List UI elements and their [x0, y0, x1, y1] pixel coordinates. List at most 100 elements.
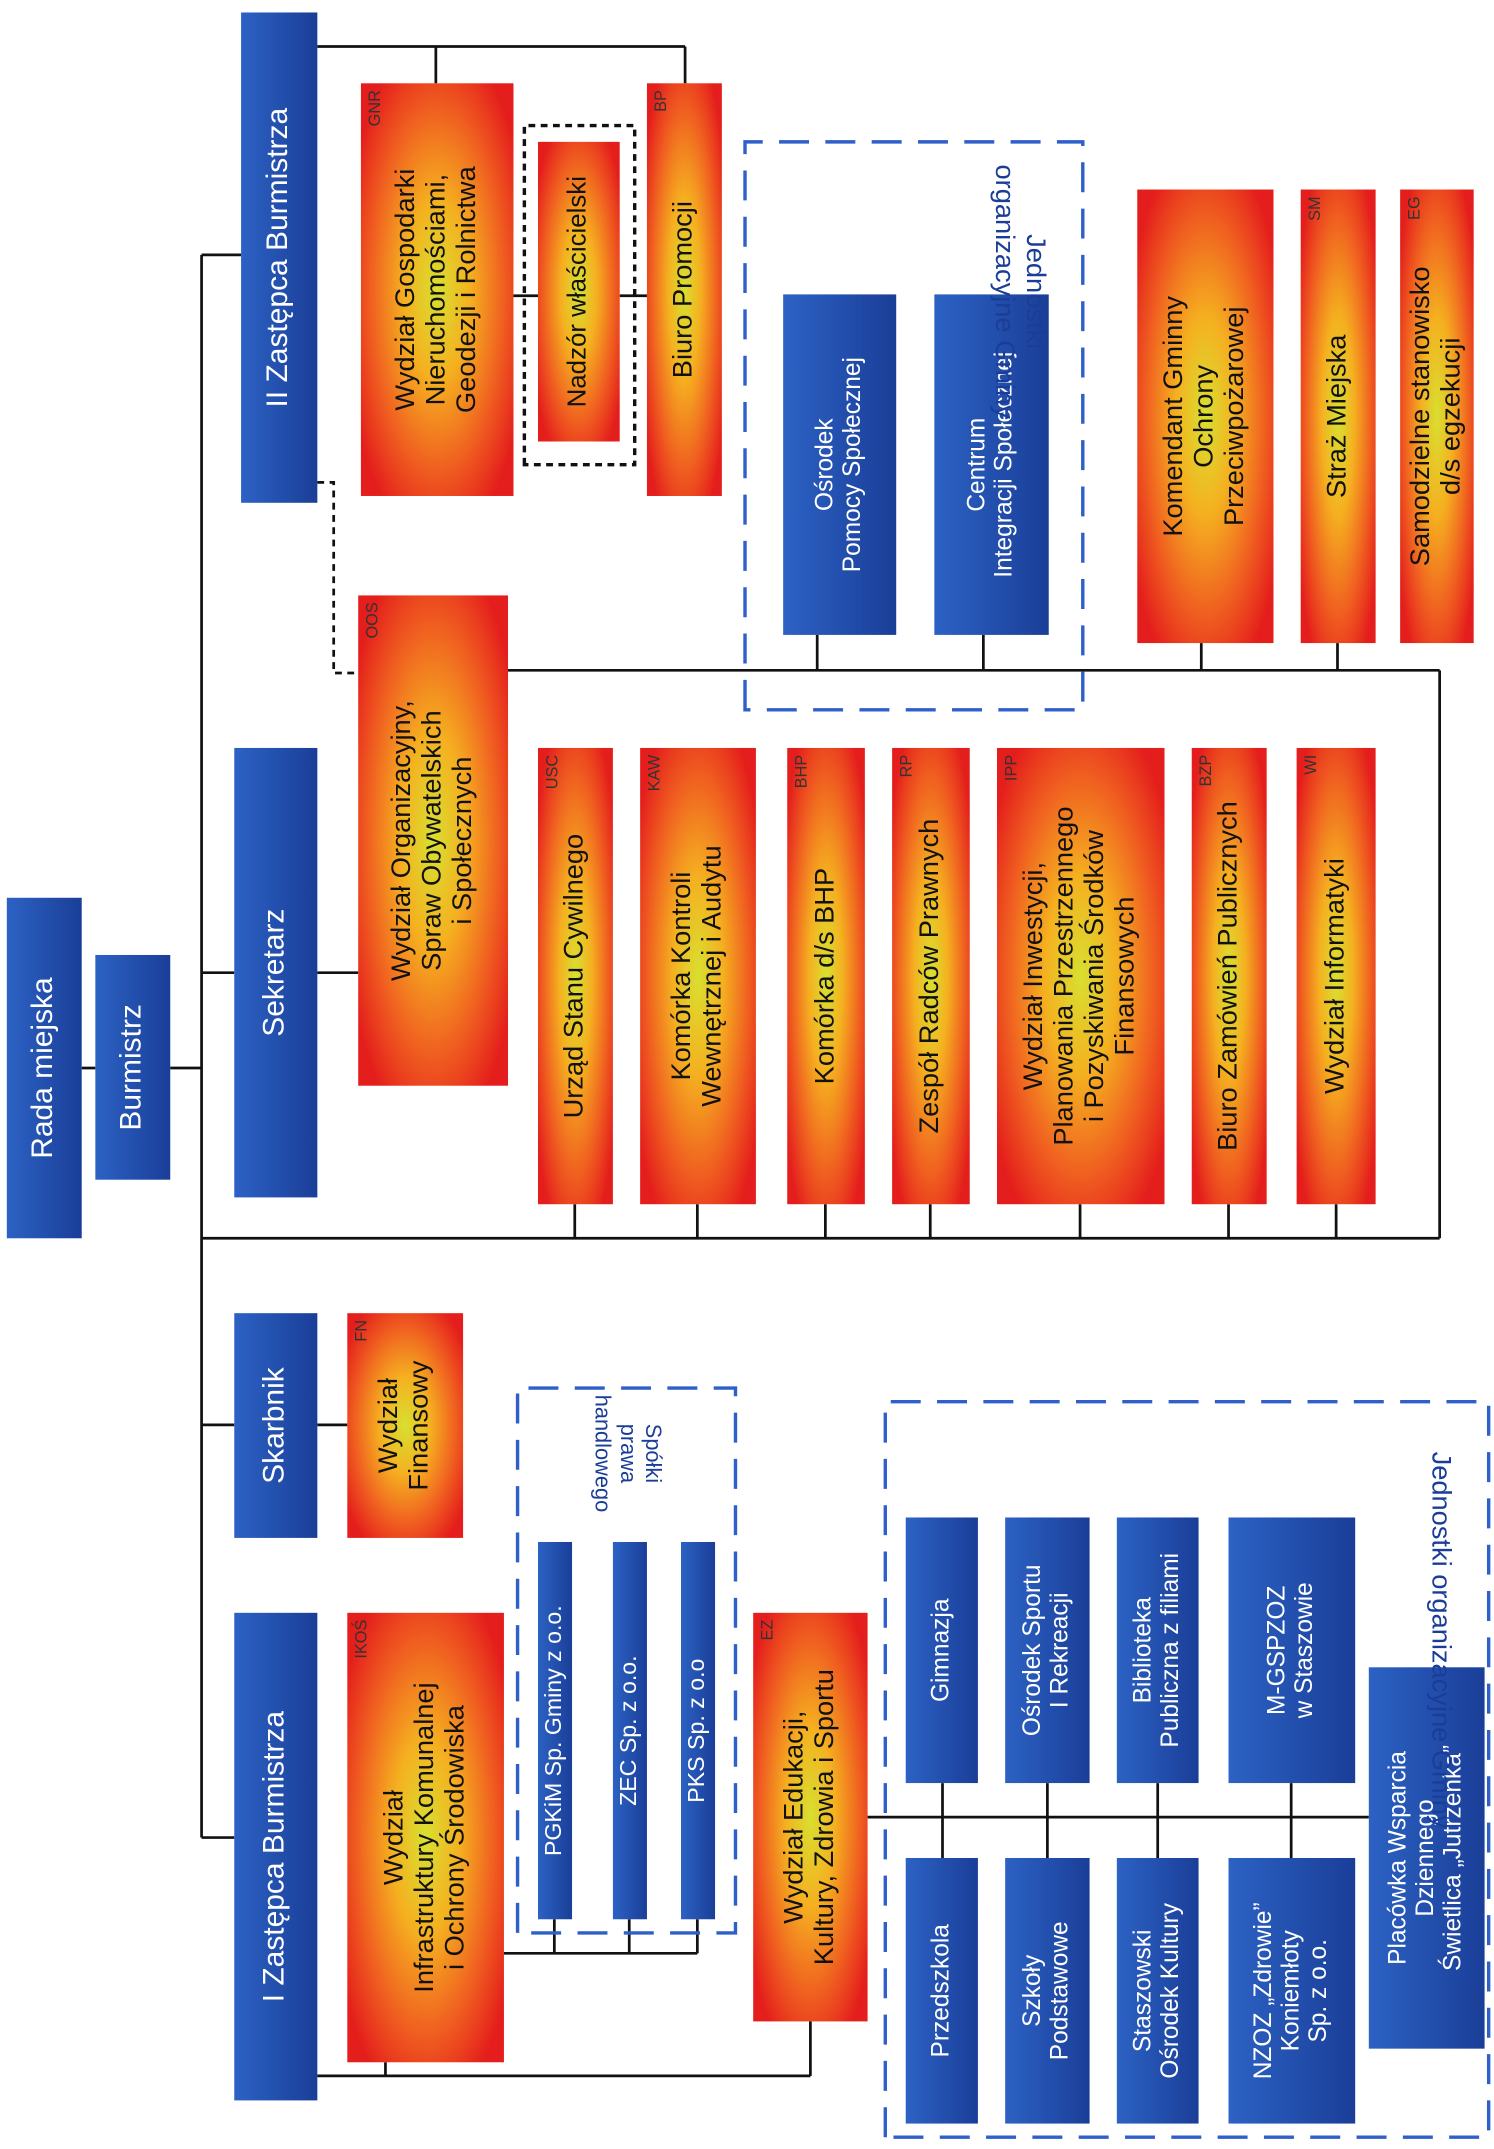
unit-code: RP	[897, 755, 915, 778]
unit-code: KAW	[645, 754, 663, 791]
unit-label: Staszowski	[1129, 1930, 1156, 2053]
unit-label: Szkoły	[1019, 1954, 1046, 2027]
org-unit: PKS Sp. z o.o	[680, 1541, 716, 1920]
org-unit: Nadzór właścicielski	[537, 141, 620, 442]
unit-label: Wewnętrznej i Audytu	[695, 845, 726, 1106]
blue-box	[1005, 1517, 1090, 1784]
org-unit: Komórka Kontroli Wewnętrznej i Audytu KAW	[640, 747, 756, 1205]
unit-label: Placówka Wsparcia	[1385, 1751, 1412, 1965]
unit-label: Wydział Inwestycji,	[1017, 862, 1048, 1090]
org-unit: PGKiM Sp. Gminy z o.o.	[537, 1541, 573, 1920]
orange-box	[1137, 189, 1274, 644]
unit-code: IKOŚ	[352, 1620, 371, 1659]
org-unit: Komendant Gminny Ochrony Przeciwpożarowej	[1137, 189, 1274, 644]
orange-box	[646, 83, 722, 496]
blue-box	[680, 1541, 716, 1920]
orange-box	[753, 1612, 868, 2022]
unit-label: Gimnazja	[927, 1598, 954, 1702]
unit-label: Sekretarz	[258, 909, 291, 1037]
unit-label: Infrastruktury Komunalnej	[408, 1682, 439, 1992]
group-frame	[883, 1400, 1491, 2139]
org-unit: Wydział Organizacyjny, Spraw Obywatelskic…	[358, 595, 509, 1086]
orange-box	[892, 747, 970, 1205]
blue-box	[6, 897, 82, 1239]
unit-label: Planowania Przestrzennego	[1048, 807, 1079, 1146]
group-label: Jednostki organizacyjne Gminy	[1426, 1452, 1457, 1829]
org-unit: Wydział Infrastruktury Komunalnej i Ochron…	[347, 1612, 504, 2063]
unit-label: i Społecznych	[446, 757, 477, 925]
org-unit: Przedszkola	[905, 1857, 978, 2124]
group-label-line: Jednostki organizacyjne Gminy	[1426, 1452, 1457, 1829]
unit-label: Ośrodek	[811, 418, 838, 511]
org-unit: Straż Miejska SM	[1300, 189, 1376, 644]
blue-box	[1228, 1517, 1356, 1784]
unit-label: Ośrodek Kultury	[1157, 1902, 1184, 2078]
blue-box	[1116, 1857, 1199, 2124]
unit-label: Przedszkola	[927, 1924, 954, 2058]
unit-code: BHP	[793, 755, 811, 789]
blue-box	[905, 1857, 978, 2124]
group-frame	[743, 140, 1085, 712]
org-unit: Wydział Informatyki WI	[1296, 747, 1376, 1205]
unit-label: Ochrony	[1188, 364, 1219, 467]
unit-label: Komórka Kontroli	[665, 872, 696, 1081]
blue-box	[241, 12, 318, 503]
unit-label: Integracji Społecznej	[991, 352, 1018, 578]
org-unit: Gimnazja	[905, 1517, 978, 1784]
unit-label: Pomocy Społecznej	[839, 357, 866, 572]
unit-label: Kultury, Zdrowia i Sportu	[808, 1669, 839, 1965]
org-unit: Zespół Radców Prawnych RP	[892, 747, 970, 1205]
org-unit: ZEC Sp. z o.o.	[612, 1541, 647, 1920]
orange-box	[347, 1313, 464, 1538]
orange-box	[1296, 747, 1376, 1205]
unit-label: i Pozyskiwania Środków	[1077, 830, 1109, 1122]
unit-label: II Zastępca Burmistrza	[261, 107, 294, 407]
blue-box	[783, 294, 897, 635]
unit-code: EG	[1405, 196, 1423, 220]
unit-code: GNR	[366, 90, 384, 126]
unit-label: Wydział Organizacyjny,	[385, 700, 416, 981]
unit-label: Finansowy	[403, 1360, 434, 1491]
unit-label: Biblioteka	[1129, 1597, 1156, 1704]
org-unit: Rada miejska	[6, 897, 82, 1239]
org-unit: Szkoły Podstawowe	[1005, 1857, 1090, 2124]
unit-label: Biuro Zamówień Publicznych	[1211, 801, 1242, 1151]
unit-label: Rada miejska	[26, 977, 59, 1159]
group-label-line: handlowego	[591, 1395, 616, 1512]
unit-label: Komórka d/s BHP	[808, 868, 839, 1084]
dashed-frame	[522, 123, 637, 467]
blue-box	[905, 1517, 978, 1784]
orange-box	[1191, 747, 1267, 1205]
org-unit: Wydział Gospodarki Nieruchomościami, Geode…	[360, 83, 514, 496]
org-unit: Skarbnik	[234, 1313, 318, 1538]
org-unit: M-GSPZOZ w Staszowie	[1228, 1517, 1356, 1784]
org-unit: Wydział Finansowy FN	[347, 1313, 464, 1538]
unit-label: NZOZ „Zdrowie”	[1250, 1902, 1277, 2079]
unit-code: OOS	[364, 602, 382, 638]
unit-label: i Ochrony Środowiska	[437, 1704, 469, 1970]
org-unit: Ośrodek Pomocy Społecznej	[783, 294, 897, 635]
unit-code: WI	[1302, 755, 1320, 775]
unit-code: BZP	[1197, 755, 1215, 787]
unit-label: ZEC Sp. z o.o.	[615, 1655, 641, 1805]
unit-label: Straż Miejska	[1320, 334, 1351, 498]
blue-box	[1368, 1667, 1485, 2049]
org-unit: Biuro Promocji BP	[646, 83, 722, 496]
unit-code: IPP	[1002, 755, 1020, 781]
unit-label: Biuro Promocji	[667, 201, 698, 378]
orange-box	[360, 83, 514, 496]
org-unit: Wydział Inwestycji, Planowania Przestrzen…	[996, 747, 1165, 1205]
group-label-line: Jednostki	[1021, 234, 1052, 349]
blue-box	[1116, 1517, 1199, 1784]
orange-box	[640, 747, 756, 1205]
org-unit: II Zastępca Burmistrza	[241, 12, 318, 503]
unit-label: Koniemłoty	[1277, 1929, 1304, 2051]
unit-label: Wydział	[372, 1378, 403, 1473]
unit-label: Sp. z o.o.	[1305, 1939, 1332, 2043]
rotated-layout: Rada miejska Burmistrz I Zastępca Burmistr…	[6, 12, 1491, 2139]
org-unit: Wydział Edukacji, Kultury, Zdrowia i Spor…	[753, 1612, 868, 2022]
org-unit: Placówka Wsparcia Dziennego Świetlica „Jut…	[1368, 1667, 1485, 2049]
unit-label: Wydział Edukacji,	[777, 1711, 808, 1924]
unit-label: I Zastępca Burmistrza	[258, 1711, 291, 2003]
